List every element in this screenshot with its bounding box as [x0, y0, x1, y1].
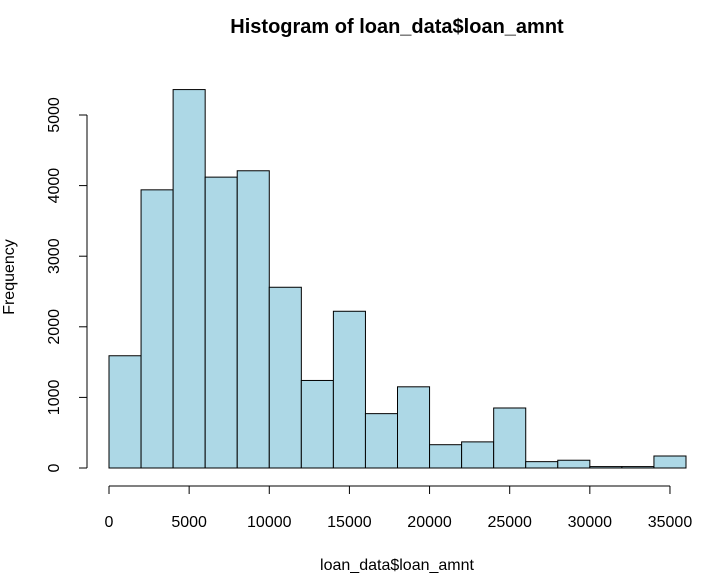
- x-tick-label: 25000: [487, 514, 532, 531]
- chart-title: Histogram of loan_data$loan_amnt: [230, 16, 564, 38]
- histogram-bar: [653, 455, 687, 469]
- histogram-bar: [621, 466, 655, 469]
- y-tick-label: 1000: [46, 380, 63, 416]
- histogram-bar: [364, 413, 399, 469]
- x-tick-label: 30000: [568, 514, 613, 531]
- x-axis: 0 5000 10000 15000 20000 25000 30000 35000: [105, 485, 693, 531]
- histogram-bar: [300, 379, 334, 469]
- x-tick-label: 35000: [648, 514, 693, 531]
- histogram-bar: [268, 286, 302, 469]
- histogram-bar: [429, 444, 463, 469]
- histogram-bar: [108, 355, 142, 469]
- x-axis-label: loan_data$loan_amnt: [320, 557, 474, 574]
- histogram-bar: [204, 176, 238, 469]
- y-tick-label: 4000: [46, 168, 63, 204]
- histogram-bar: [332, 310, 366, 469]
- histogram-bar: [397, 386, 431, 469]
- y-tick-label: 2000: [46, 309, 63, 345]
- x-tick-label: 10000: [247, 514, 292, 531]
- histogram-bar: [589, 466, 623, 469]
- histogram-bar: [493, 407, 527, 469]
- x-tick-label: 5000: [171, 514, 207, 531]
- histogram-bar: [525, 461, 559, 469]
- bars-group: [108, 89, 687, 469]
- x-tick-label: 20000: [407, 514, 452, 531]
- histogram-bar: [236, 170, 270, 469]
- y-tick-label: 3000: [46, 238, 63, 274]
- histogram-bar: [461, 441, 495, 469]
- histogram-bar: [172, 89, 206, 469]
- y-axis-label: Frequency: [1, 239, 18, 315]
- x-tick-label: 15000: [327, 514, 372, 531]
- y-tick-label: 5000: [46, 97, 63, 133]
- y-axis: 0 1000 2000 3000 4000 5000: [46, 97, 88, 472]
- x-tick-label: 0: [105, 514, 114, 531]
- histogram-bar: [140, 189, 174, 469]
- histogram-bar: [557, 459, 591, 469]
- y-tick-label: 0: [46, 463, 63, 472]
